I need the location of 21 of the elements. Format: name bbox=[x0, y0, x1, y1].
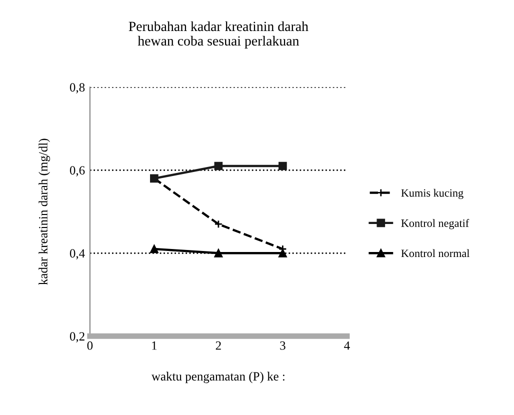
point bbox=[214, 248, 223, 258]
y-tick-label: 0,4 bbox=[70, 249, 85, 260]
y-axis-title: kadar kreatinin darah (mg/dl) bbox=[38, 138, 50, 285]
y-tick-label: 0,2 bbox=[70, 332, 84, 342]
point bbox=[150, 244, 158, 254]
legend-label: Kontrol normal bbox=[401, 249, 470, 258]
x-axis-title: waktu pengamatan (P) ke : bbox=[151, 372, 284, 384]
point bbox=[214, 162, 223, 170]
y-tick-label: 0,8 bbox=[70, 83, 85, 94]
x-tick-label: 4 bbox=[344, 341, 350, 350]
x-tick-label: 1 bbox=[152, 341, 157, 350]
point bbox=[278, 248, 287, 258]
chart-title: Perubahan kadar kreatinin darah hewan coba sesuai perlakuan bbox=[128, 21, 308, 48]
x-tick-label: 0 bbox=[87, 341, 93, 350]
point bbox=[278, 162, 287, 170]
legend-label: Kumis kucing bbox=[401, 188, 464, 200]
y-tick-label: 0,6 bbox=[70, 166, 85, 176]
x-tick-label: 2 bbox=[216, 341, 221, 350]
point bbox=[214, 220, 223, 228]
legend-label: Kontrol negatif bbox=[401, 219, 470, 230]
x-tick-label: 3 bbox=[280, 341, 286, 350]
